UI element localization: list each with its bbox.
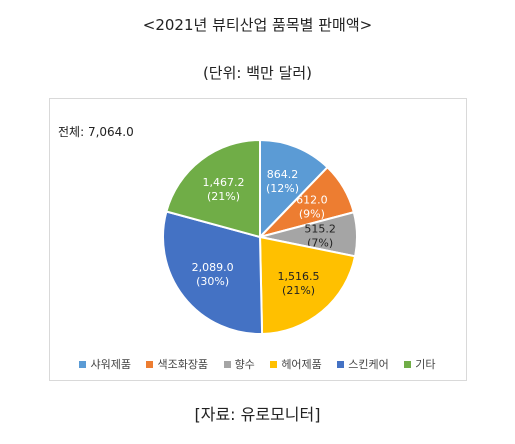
legend-item: 기타 [404,356,436,372]
slice-value-label: 2,089.0 [192,261,234,274]
slice-percent-label: (21%) [207,190,240,203]
legend-item: 색조화장품 [146,356,208,372]
legend-item: 스킨케어 [337,356,389,372]
slice-percent-label: (7%) [307,236,333,249]
legend-swatch [337,361,345,368]
pie-slice [165,138,261,239]
slice-percent-label: (30%) [196,275,229,288]
slice-value-label: 515.2 [304,222,336,235]
slice-value-label: 1,516.5 [278,270,320,283]
chart-subtitle: (단위: 백만 달러) [202,64,313,82]
legend-swatch [404,361,412,368]
legend-label: 기타 [415,358,436,371]
slice-percent-label: (12%) [266,182,299,195]
legend-swatch [223,361,231,368]
legend-swatch [146,361,154,368]
total-label: 전체: 7,064.0 [58,125,134,139]
slice-value-label: 1,467.2 [202,176,244,189]
legend-swatch [270,361,278,368]
legend-item: 샤워제품 [79,356,131,372]
pie-slice [259,138,329,240]
legend-swatch [79,361,87,368]
legend-label: 향수 [234,358,255,371]
chart-title: <2021년 뷰티산업 품목별 판매액> [142,16,373,34]
legend-label: 스킨케어 [348,358,389,371]
legend-item: 향수 [223,356,255,372]
pie-slice [162,210,264,335]
chart-area [49,98,467,381]
slice-value-label: 864.2 [267,168,299,181]
source-note: [자료: 유로모니터] [194,405,321,424]
pie-slice [258,235,357,335]
legend-item: 헤어제품 [270,356,322,372]
slice-percent-label: (9%) [299,208,325,221]
legend: 샤워제품 색조화장품 향수 헤어제품 스킨케어 기타 [0,356,515,372]
legend-label: 샤워제품 [90,358,131,371]
slice-value-label: 612.0 [296,194,328,207]
legend-label: 헤어제품 [281,358,322,371]
legend-label: 색조화장품 [157,358,209,371]
slice-percent-label: (21%) [282,284,315,297]
